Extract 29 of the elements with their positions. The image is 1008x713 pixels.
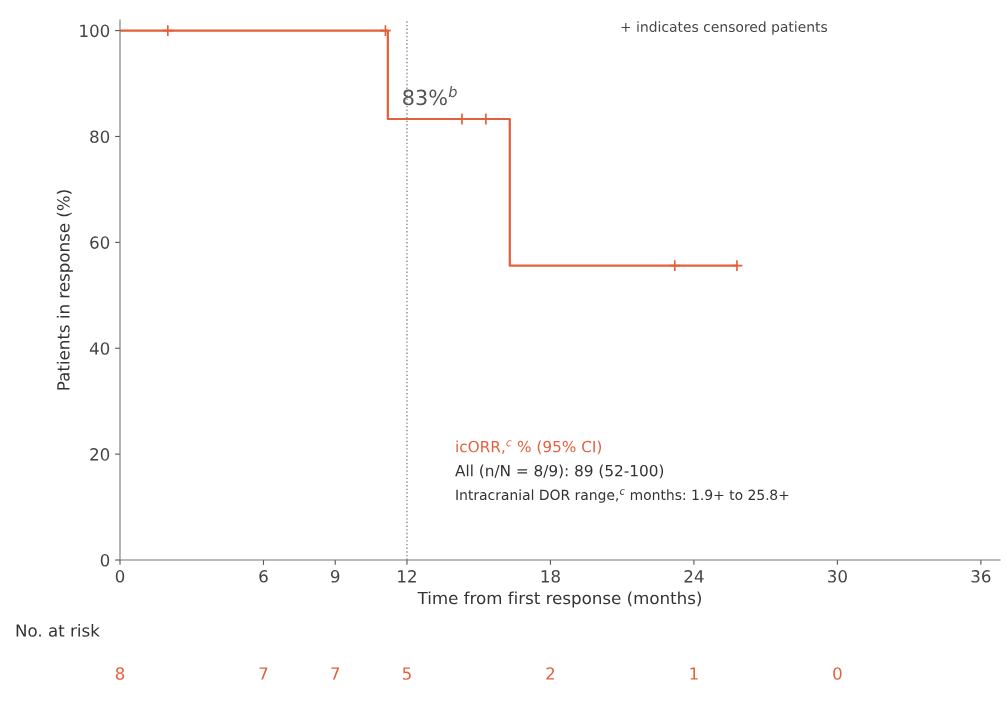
x-tick-label: 18 xyxy=(541,570,560,583)
text: 1 xyxy=(690,667,698,680)
text: 8 xyxy=(115,667,125,680)
x-tick-label: 30 xyxy=(828,570,847,583)
annotation: icORR,$^{c}$ % (95% CI) xyxy=(456,440,602,455)
y-tick-label: 80 xyxy=(90,130,110,144)
x-axis-title: Time from first response (months) xyxy=(417,591,701,608)
text: No. at risk xyxy=(16,623,100,637)
y-tick-label: 0 xyxy=(100,553,110,567)
y-tick-label: 60 xyxy=(90,236,110,249)
annotation: 83%$^{b}$ xyxy=(403,85,457,106)
x-tick-label: 0 xyxy=(115,570,125,583)
x-tick-label: 9 xyxy=(330,570,340,583)
y-tick-label: 20 xyxy=(90,448,110,461)
text: 7 xyxy=(331,667,340,680)
y-axis-title: Patients in response (%) xyxy=(56,190,73,390)
text: 5 xyxy=(402,667,411,680)
annotation: All (n/N = 8/9): 89 (52-100) xyxy=(455,464,664,479)
x-tick-label: 24 xyxy=(684,570,704,583)
y-tick-label: 40 xyxy=(89,342,110,355)
text: 0 xyxy=(833,667,842,680)
text: 2 xyxy=(546,667,555,680)
x-tick-label: 36 xyxy=(971,570,991,583)
annotation: Intracranial DOR range,$^{c}$ months: 1.9+ to 25.8+ xyxy=(456,489,789,503)
x-tick-label: 12 xyxy=(398,570,416,583)
x-tick-label: 6 xyxy=(259,570,268,583)
y-tick-label: 100 xyxy=(80,24,110,38)
annotation: + indicates censored patients xyxy=(621,21,828,35)
text: 7 xyxy=(259,667,268,680)
